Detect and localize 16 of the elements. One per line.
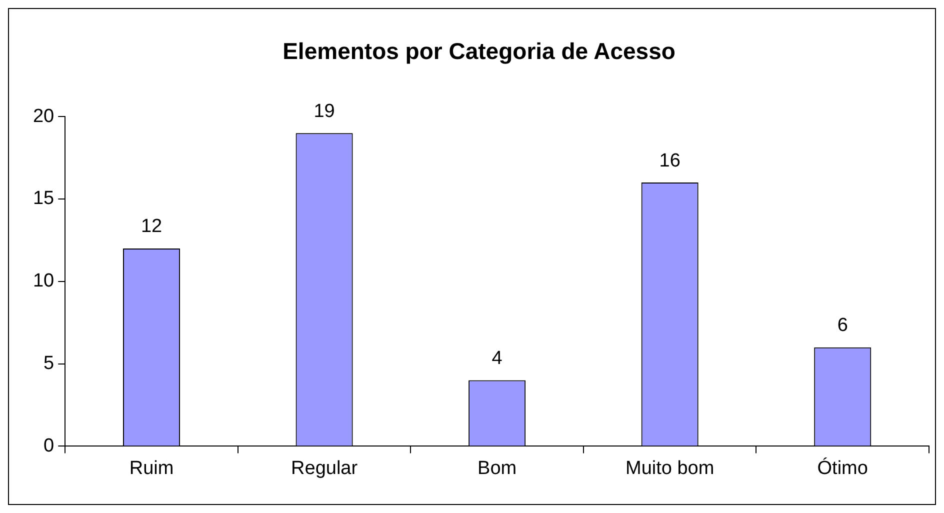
chart-title: Elementos por Categoria de Acesso <box>282 38 676 64</box>
data-label: 4 <box>492 348 503 370</box>
y-tick-label: 20 <box>32 106 54 127</box>
data-label: 19 <box>314 100 335 122</box>
x-tick-label: Ótimo <box>817 456 868 479</box>
y-tick-label: 15 <box>32 188 54 210</box>
y-tick-label: 5 <box>44 353 54 374</box>
x-tick-label: Bom <box>478 458 517 479</box>
y-tick-label: 10 <box>32 270 54 292</box>
x-tick-label: Regular <box>291 458 358 479</box>
data-label: 12 <box>140 216 162 238</box>
y-tick-label: 0 <box>44 435 54 456</box>
data-label: 16 <box>659 150 680 172</box>
x-tick-label: Ruim <box>129 458 174 479</box>
data-label: 6 <box>837 315 848 336</box>
x-tick-label: Muito bom <box>625 458 714 479</box>
